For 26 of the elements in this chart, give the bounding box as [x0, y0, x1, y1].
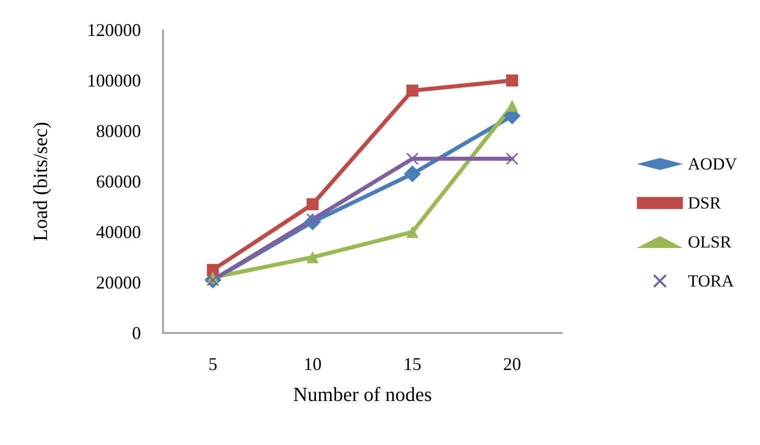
- y-tick-label: 100000: [87, 70, 141, 90]
- point: [404, 165, 421, 182]
- legend-label: DSR: [688, 194, 722, 212]
- legend-label: OLSR: [688, 232, 732, 252]
- x-tick-label: 10: [304, 354, 322, 374]
- y-tick-label: 0: [132, 323, 141, 343]
- point: [406, 84, 418, 97]
- point: [306, 251, 319, 264]
- legend-label: AODV: [688, 154, 738, 174]
- x-axis-title: Number of nodes: [293, 384, 432, 406]
- y-tick-label: 120000: [87, 20, 141, 40]
- y-tick-label: 60000: [96, 172, 141, 192]
- y-axis-title: Load (bits/sec): [30, 122, 52, 242]
- point: [506, 152, 518, 166]
- point: [306, 198, 319, 210]
- y-tick-label: 20000: [96, 272, 141, 292]
- point: [406, 152, 419, 166]
- y-tick-label: 80000: [96, 121, 141, 141]
- legend-label: TORA: [688, 272, 735, 290]
- y-tick-label: 40000: [96, 222, 141, 242]
- point: [506, 74, 518, 86]
- x-tick-label: 5: [208, 354, 218, 374]
- x-tick-label: 15: [403, 354, 422, 374]
- point: [506, 100, 518, 112]
- x-tick-label: 20: [503, 354, 522, 374]
- point: [406, 226, 418, 238]
